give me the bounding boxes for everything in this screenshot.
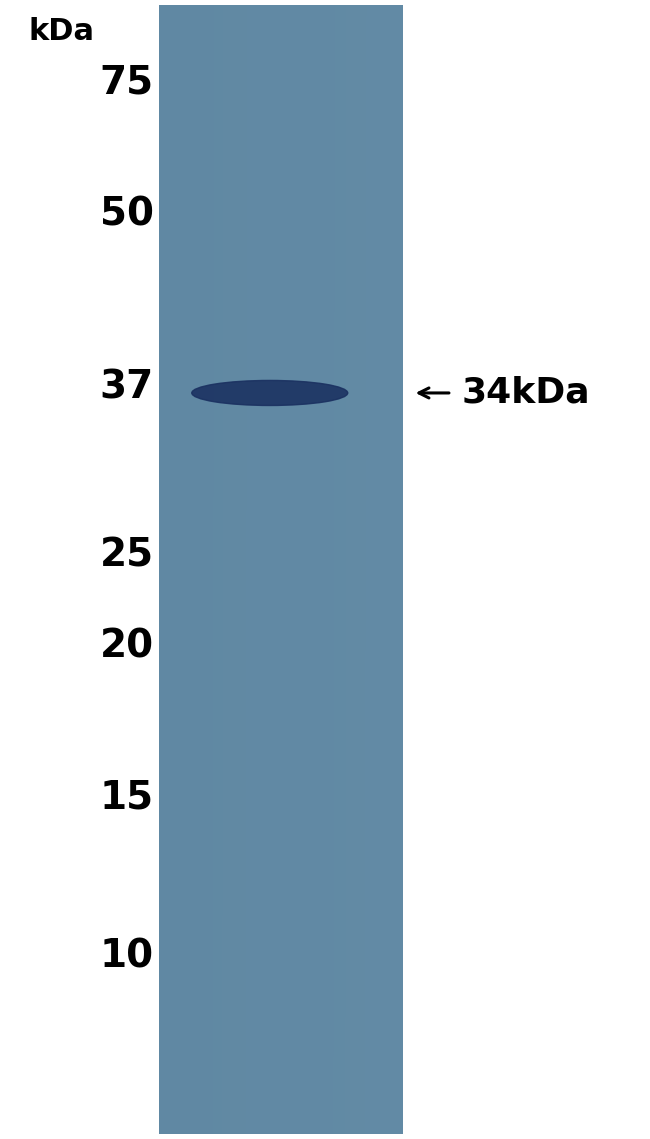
Text: 20: 20: [99, 628, 154, 666]
Text: 50: 50: [99, 195, 154, 233]
Text: 15: 15: [99, 778, 154, 817]
Text: 75: 75: [99, 63, 154, 101]
Text: 37: 37: [99, 368, 154, 407]
Text: 34kDa: 34kDa: [462, 376, 590, 410]
Text: 10: 10: [99, 937, 154, 976]
Text: 25: 25: [99, 536, 154, 575]
Text: kDa: kDa: [29, 17, 95, 47]
